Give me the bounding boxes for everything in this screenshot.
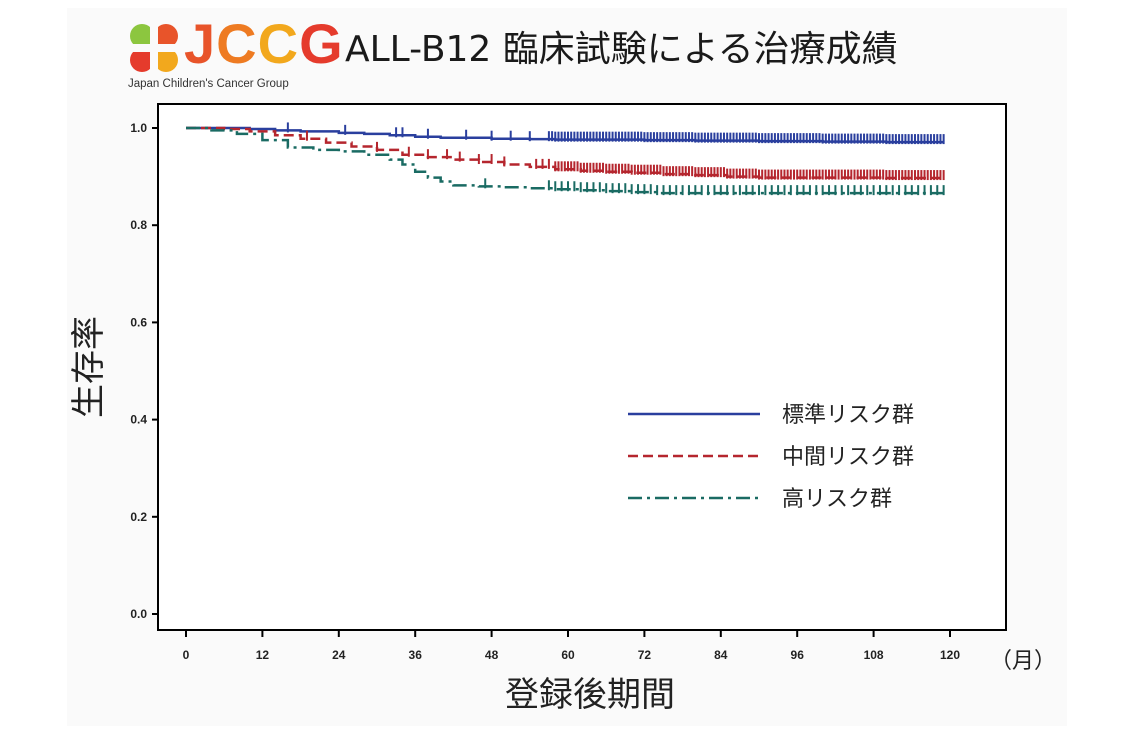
x-tick-label: 24 (332, 648, 346, 662)
plot-frame (157, 103, 1007, 631)
x-tick-label: 84 (714, 648, 728, 662)
x-tick-label: 48 (485, 648, 499, 662)
page-title: ALL-B12 臨床試験による治療成績 (345, 29, 898, 70)
x-tick-label: 12 (256, 648, 270, 662)
x-axis: 0 12 24 36 48 60 72 84 96 108 120 (183, 630, 960, 662)
series-3 (186, 126, 945, 196)
legend-label: 中間リスク群 (782, 445, 914, 470)
logo-tagline: Japan Children's Cancer Group (128, 78, 289, 90)
y-tick-label: 0.2 (130, 510, 147, 524)
logo-letter-g: G (299, 12, 344, 75)
logo-letter-c1: C (216, 12, 258, 75)
series-layer (186, 122, 945, 196)
legend-label: 標準リスク群 (782, 403, 914, 428)
clover-logo-icon (130, 24, 178, 72)
legend-label: 高リスク群 (782, 487, 892, 512)
x-tick-label: 108 (864, 648, 884, 662)
x-tick-label: 60 (561, 648, 575, 662)
logo-letter-j: J (184, 12, 217, 75)
x-axis-title: 登録後期間 (505, 675, 675, 715)
series-1 (186, 122, 945, 145)
y-tick-label: 1.0 (130, 121, 147, 135)
series-2 (186, 126, 945, 181)
y-axis-title: 生存率 (69, 316, 109, 418)
x-tick-label: 0 (183, 648, 190, 662)
y-tick-label: 0.8 (130, 218, 147, 232)
series-line (186, 126, 944, 195)
y-tick-label: 0.6 (130, 315, 147, 329)
logo-wordmark: JCCG (184, 12, 344, 76)
x-axis-unit: （月） (990, 649, 1056, 674)
x-tick-label: 120 (940, 648, 960, 662)
jccg-logo: JCCG Japan Children's Cancer Group (128, 12, 343, 98)
y-tick-label: 0.4 (130, 413, 147, 427)
x-tick-label: 96 (791, 648, 805, 662)
y-tick-label: 0.0 (130, 607, 147, 621)
logo-letter-c2: C (257, 12, 300, 75)
y-axis: 0.0 0.2 0.4 0.6 0.8 1.0 (130, 121, 158, 621)
x-tick-label: 36 (409, 648, 423, 662)
x-tick-label: 72 (638, 648, 652, 662)
